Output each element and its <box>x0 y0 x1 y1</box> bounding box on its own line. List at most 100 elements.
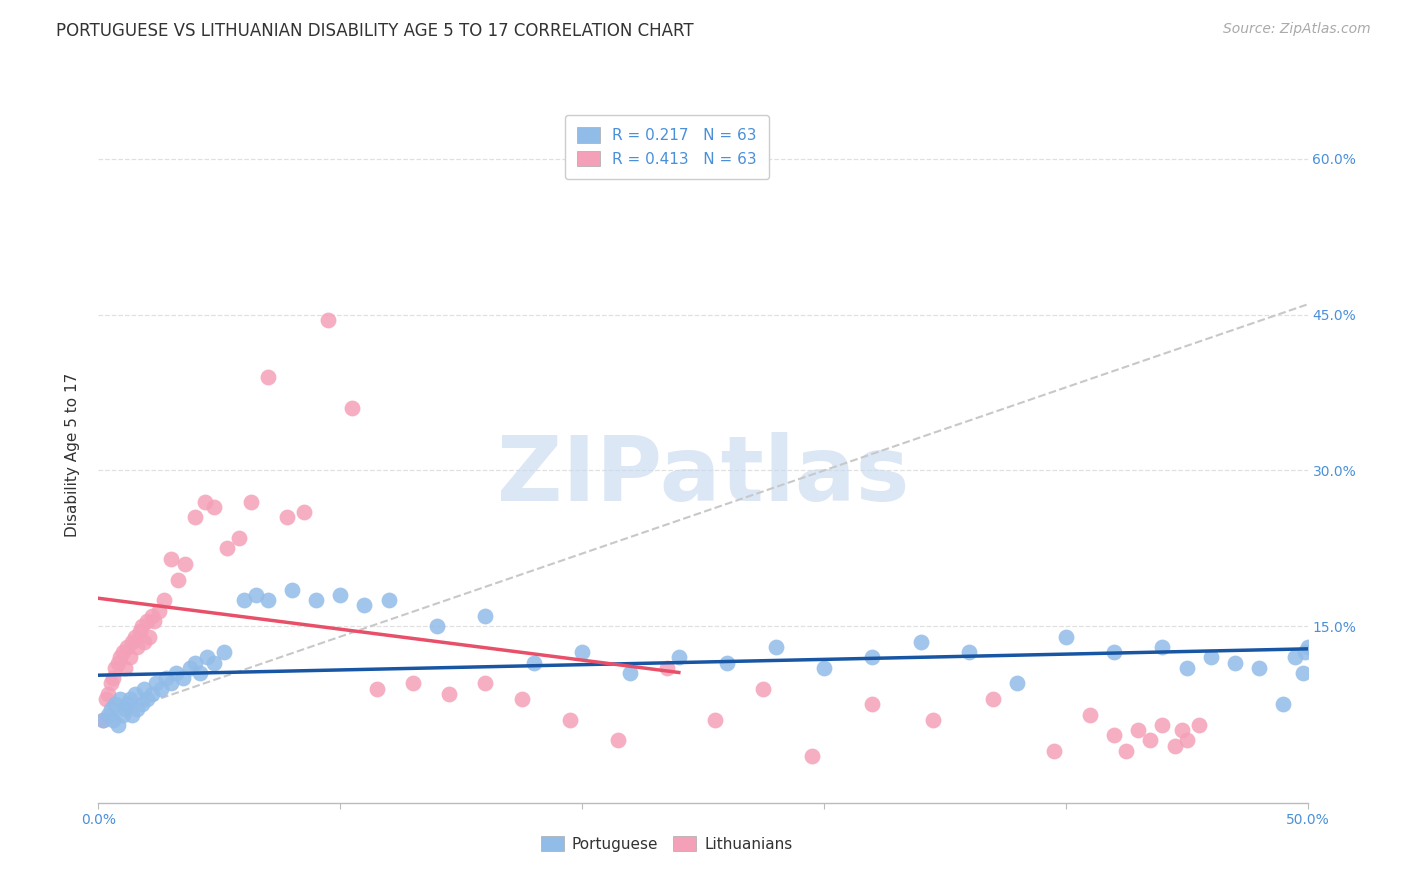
Point <box>316 313 339 327</box>
Point <box>152 593 174 607</box>
Point <box>813 661 835 675</box>
Point <box>101 713 124 727</box>
Point <box>184 510 207 524</box>
Point <box>619 665 641 680</box>
Point <box>1163 739 1185 753</box>
Point <box>329 588 352 602</box>
Point <box>104 697 127 711</box>
Point <box>353 599 375 613</box>
Point <box>921 713 943 727</box>
Point <box>91 713 114 727</box>
Point <box>108 692 131 706</box>
Point <box>121 635 143 649</box>
Point <box>523 656 546 670</box>
Legend: Portuguese, Lithuanians: Portuguese, Lithuanians <box>536 830 799 858</box>
Point <box>245 588 267 602</box>
Point <box>1102 645 1125 659</box>
Point <box>150 681 173 696</box>
Point <box>1175 661 1198 675</box>
Point <box>101 671 124 685</box>
Point <box>141 608 163 623</box>
Point <box>141 687 163 701</box>
Point <box>1128 723 1150 738</box>
Point <box>174 557 197 571</box>
Point <box>121 707 143 722</box>
Point <box>100 702 122 716</box>
Point <box>1294 645 1316 659</box>
Point <box>204 656 226 670</box>
Point <box>114 661 136 675</box>
Point <box>426 619 449 633</box>
Point <box>100 676 122 690</box>
Point <box>232 593 254 607</box>
Point <box>474 608 496 623</box>
Point <box>148 604 170 618</box>
Point <box>860 650 883 665</box>
Point <box>155 671 177 685</box>
Point <box>1272 697 1295 711</box>
Point <box>957 645 980 659</box>
Point <box>114 702 136 716</box>
Point <box>571 645 593 659</box>
Point <box>135 692 157 706</box>
Point <box>752 681 775 696</box>
Point <box>124 687 146 701</box>
Point <box>111 707 134 722</box>
Point <box>1284 650 1306 665</box>
Text: ZIPatlas: ZIPatlas <box>496 432 910 520</box>
Point <box>256 593 278 607</box>
Point <box>239 494 262 508</box>
Point <box>97 707 120 722</box>
Y-axis label: Disability Age 5 to 17: Disability Age 5 to 17 <box>65 373 80 537</box>
Point <box>800 749 823 764</box>
Point <box>118 650 141 665</box>
Point <box>145 676 167 690</box>
Point <box>1296 640 1319 654</box>
Point <box>94 692 117 706</box>
Point <box>1152 718 1174 732</box>
Point <box>91 713 114 727</box>
Point <box>1171 723 1194 738</box>
Point <box>860 697 883 711</box>
Point <box>1152 640 1174 654</box>
Point <box>184 656 207 670</box>
Point <box>124 630 146 644</box>
Point <box>107 718 129 732</box>
Point <box>1007 676 1029 690</box>
Point <box>1249 661 1271 675</box>
Point <box>342 401 364 416</box>
Point <box>1292 665 1315 680</box>
Point <box>1054 630 1077 644</box>
Point <box>134 681 156 696</box>
Point <box>215 541 238 556</box>
Text: Source: ZipAtlas.com: Source: ZipAtlas.com <box>1223 22 1371 37</box>
Point <box>128 624 150 639</box>
Point <box>107 656 129 670</box>
Point <box>558 713 581 727</box>
Point <box>138 630 160 644</box>
Point <box>97 687 120 701</box>
Point <box>437 687 460 701</box>
Point <box>165 665 187 680</box>
Point <box>256 370 278 384</box>
Point <box>402 676 425 690</box>
Point <box>127 640 149 654</box>
Point <box>135 614 157 628</box>
Point <box>117 697 139 711</box>
Point <box>108 650 131 665</box>
Point <box>704 713 727 727</box>
Point <box>228 531 250 545</box>
Point <box>127 702 149 716</box>
Point <box>981 692 1004 706</box>
Point <box>1139 733 1161 747</box>
Point <box>276 510 298 524</box>
Point <box>607 733 630 747</box>
Point <box>474 676 496 690</box>
Point <box>131 619 153 633</box>
Point <box>366 681 388 696</box>
Point <box>104 661 127 675</box>
Point <box>1175 733 1198 747</box>
Point <box>1078 707 1101 722</box>
Point <box>194 494 217 508</box>
Point <box>1223 656 1246 670</box>
